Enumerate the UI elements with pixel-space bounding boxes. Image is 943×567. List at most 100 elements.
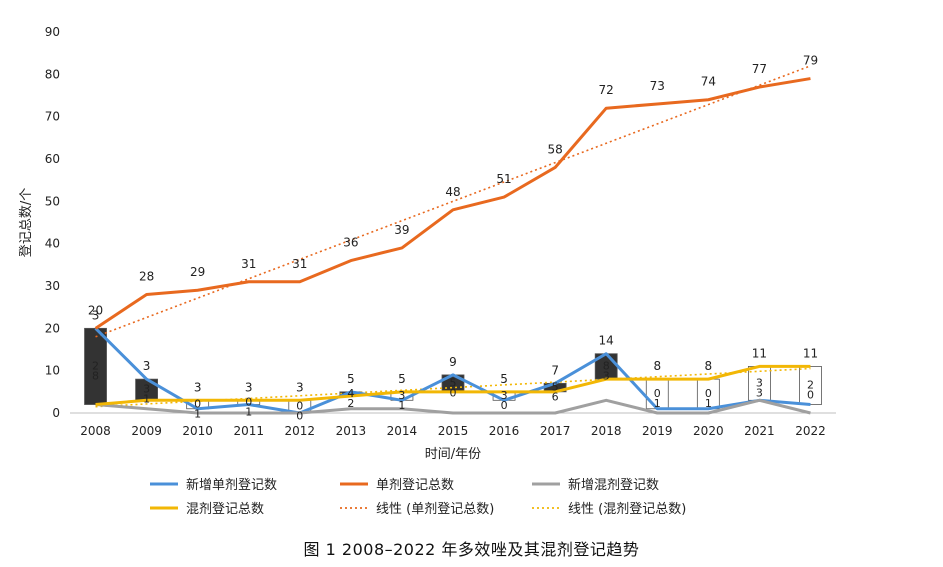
- data-label-total-single: 58: [547, 142, 562, 156]
- data-label-extra: 1: [654, 397, 661, 410]
- legend-label: 单剂登记总数: [376, 478, 454, 493]
- x-tick-label: 2022: [795, 424, 826, 438]
- x-tick-label: 2009: [131, 424, 162, 438]
- data-label-top: 3: [143, 359, 151, 373]
- x-tick-label: 2012: [285, 424, 316, 438]
- data-label-new-single: 4: [347, 387, 354, 400]
- data-label-new-single: 3: [756, 376, 763, 389]
- data-label-top: 5: [347, 372, 355, 386]
- x-tick-label: 2017: [540, 424, 571, 438]
- y-axis-title: 登记总数/个: [19, 188, 34, 257]
- data-label-new-single: 3: [398, 389, 405, 402]
- data-label-new-single: 2: [807, 378, 814, 391]
- trendline-2: [95, 367, 811, 408]
- data-label-top: 5: [398, 372, 406, 386]
- legend-label: 线性 (混剂登记总数): [568, 502, 686, 517]
- series-line-2: [94, 77, 811, 330]
- data-label-new-single: 5: [450, 376, 457, 389]
- data-label-top: 3: [245, 380, 253, 394]
- data-label-extra: 1: [398, 399, 405, 412]
- data-label-top: 11: [803, 346, 818, 360]
- data-label-extra: 3: [603, 369, 610, 382]
- data-label-top: 14: [599, 334, 614, 348]
- y-tick-label: 60: [45, 152, 60, 166]
- data-label-top: 8: [653, 359, 661, 373]
- data-label-extra: 0: [450, 386, 457, 399]
- data-label-new-single: 3: [501, 389, 508, 402]
- data-label-total-single: 74: [701, 75, 716, 89]
- data-label-extra: 1: [194, 408, 201, 421]
- x-axis-title: 时间/年份: [425, 447, 481, 462]
- y-tick-label: 50: [45, 194, 60, 208]
- y-tick-label: 70: [45, 110, 60, 124]
- data-label-top: 8: [705, 359, 713, 373]
- data-label-total-single: 31: [292, 257, 307, 271]
- data-label-new-single: 0: [194, 398, 201, 411]
- data-label-new-single: 0: [296, 400, 303, 413]
- y-tick-label: 20: [45, 321, 60, 335]
- data-label-extra: 6: [552, 391, 559, 404]
- data-label-new-single: 8: [603, 359, 610, 372]
- data-label-top: 5: [500, 372, 508, 386]
- x-tick-label: 2013: [336, 424, 367, 438]
- x-tick-label: 2021: [744, 424, 775, 438]
- x-tick-label: 2008: [80, 424, 111, 438]
- data-label-extra: 1: [705, 397, 712, 410]
- x-tick-label: 2018: [591, 424, 622, 438]
- y-tick-label: 30: [45, 279, 60, 293]
- data-label-extra: 0: [501, 399, 508, 412]
- y-tick-label: 90: [45, 25, 60, 39]
- legend-label: 新增混剂登记数: [568, 477, 659, 493]
- x-tick-label: 2016: [489, 424, 520, 438]
- data-label-total-single: 31: [241, 257, 256, 271]
- x-tick-label: 2010: [182, 424, 213, 438]
- legend-label: 新增单剂登记数: [186, 477, 277, 493]
- y-tick-label: 80: [45, 67, 60, 81]
- data-label-top: 3: [194, 380, 202, 394]
- data-label-total-single: 39: [394, 223, 409, 237]
- series-line-1: [94, 327, 811, 415]
- y-tick-label: 10: [45, 364, 60, 378]
- series-line-3: [95, 398, 811, 415]
- data-label-new-single: 2: [92, 359, 99, 372]
- data-label-top: 9: [449, 355, 457, 369]
- data-label-extra: 3: [756, 386, 763, 399]
- data-label-extra: 2: [347, 397, 354, 410]
- y-tick-label: 0: [52, 406, 60, 420]
- data-label-total-single: 20: [88, 303, 103, 317]
- data-label-total-single: 77: [752, 62, 767, 76]
- data-label-new-single: 0: [705, 387, 712, 400]
- data-label-top: 11: [752, 346, 767, 360]
- data-label-total-single: 36: [343, 236, 358, 250]
- data-label-total-single: 72: [599, 83, 614, 97]
- data-label-extra: 1: [143, 393, 150, 406]
- data-label-extra: 1: [245, 405, 252, 418]
- x-tick-label: 2014: [387, 424, 418, 438]
- data-label-top: 3: [296, 380, 304, 394]
- data-label-total-single: 51: [496, 172, 511, 186]
- x-tick-label: 2020: [693, 424, 724, 438]
- data-label-total-single: 79: [803, 54, 818, 68]
- data-label-new-single: 0: [245, 395, 252, 408]
- data-label-total-single: 48: [445, 185, 460, 199]
- legend-label: 混剂登记总数: [186, 502, 264, 517]
- data-label-top: 7: [551, 363, 559, 377]
- data-label-extra: 8: [92, 369, 99, 382]
- x-tick-label: 2011: [233, 424, 264, 438]
- series-line-4: [95, 364, 811, 407]
- x-tick-label: 2015: [438, 424, 469, 438]
- figure-caption: 图 1 2008–2022 年多效唑及其混剂登记趋势: [303, 540, 640, 559]
- data-label-new-single: 3: [143, 383, 150, 396]
- data-label-top: 3: [92, 308, 100, 322]
- trendline-1: [95, 65, 811, 338]
- data-label-extra: 0: [807, 388, 814, 401]
- legend-label: 线性 (单剂登记总数): [376, 502, 494, 517]
- y-tick-label: 40: [45, 237, 60, 251]
- data-label-total-single: 28: [139, 269, 154, 283]
- data-label-extra: 0: [296, 410, 303, 423]
- data-label-total-single: 73: [650, 79, 665, 93]
- data-label-new-single: 5: [552, 381, 559, 394]
- data-label-total-single: 29: [190, 265, 205, 279]
